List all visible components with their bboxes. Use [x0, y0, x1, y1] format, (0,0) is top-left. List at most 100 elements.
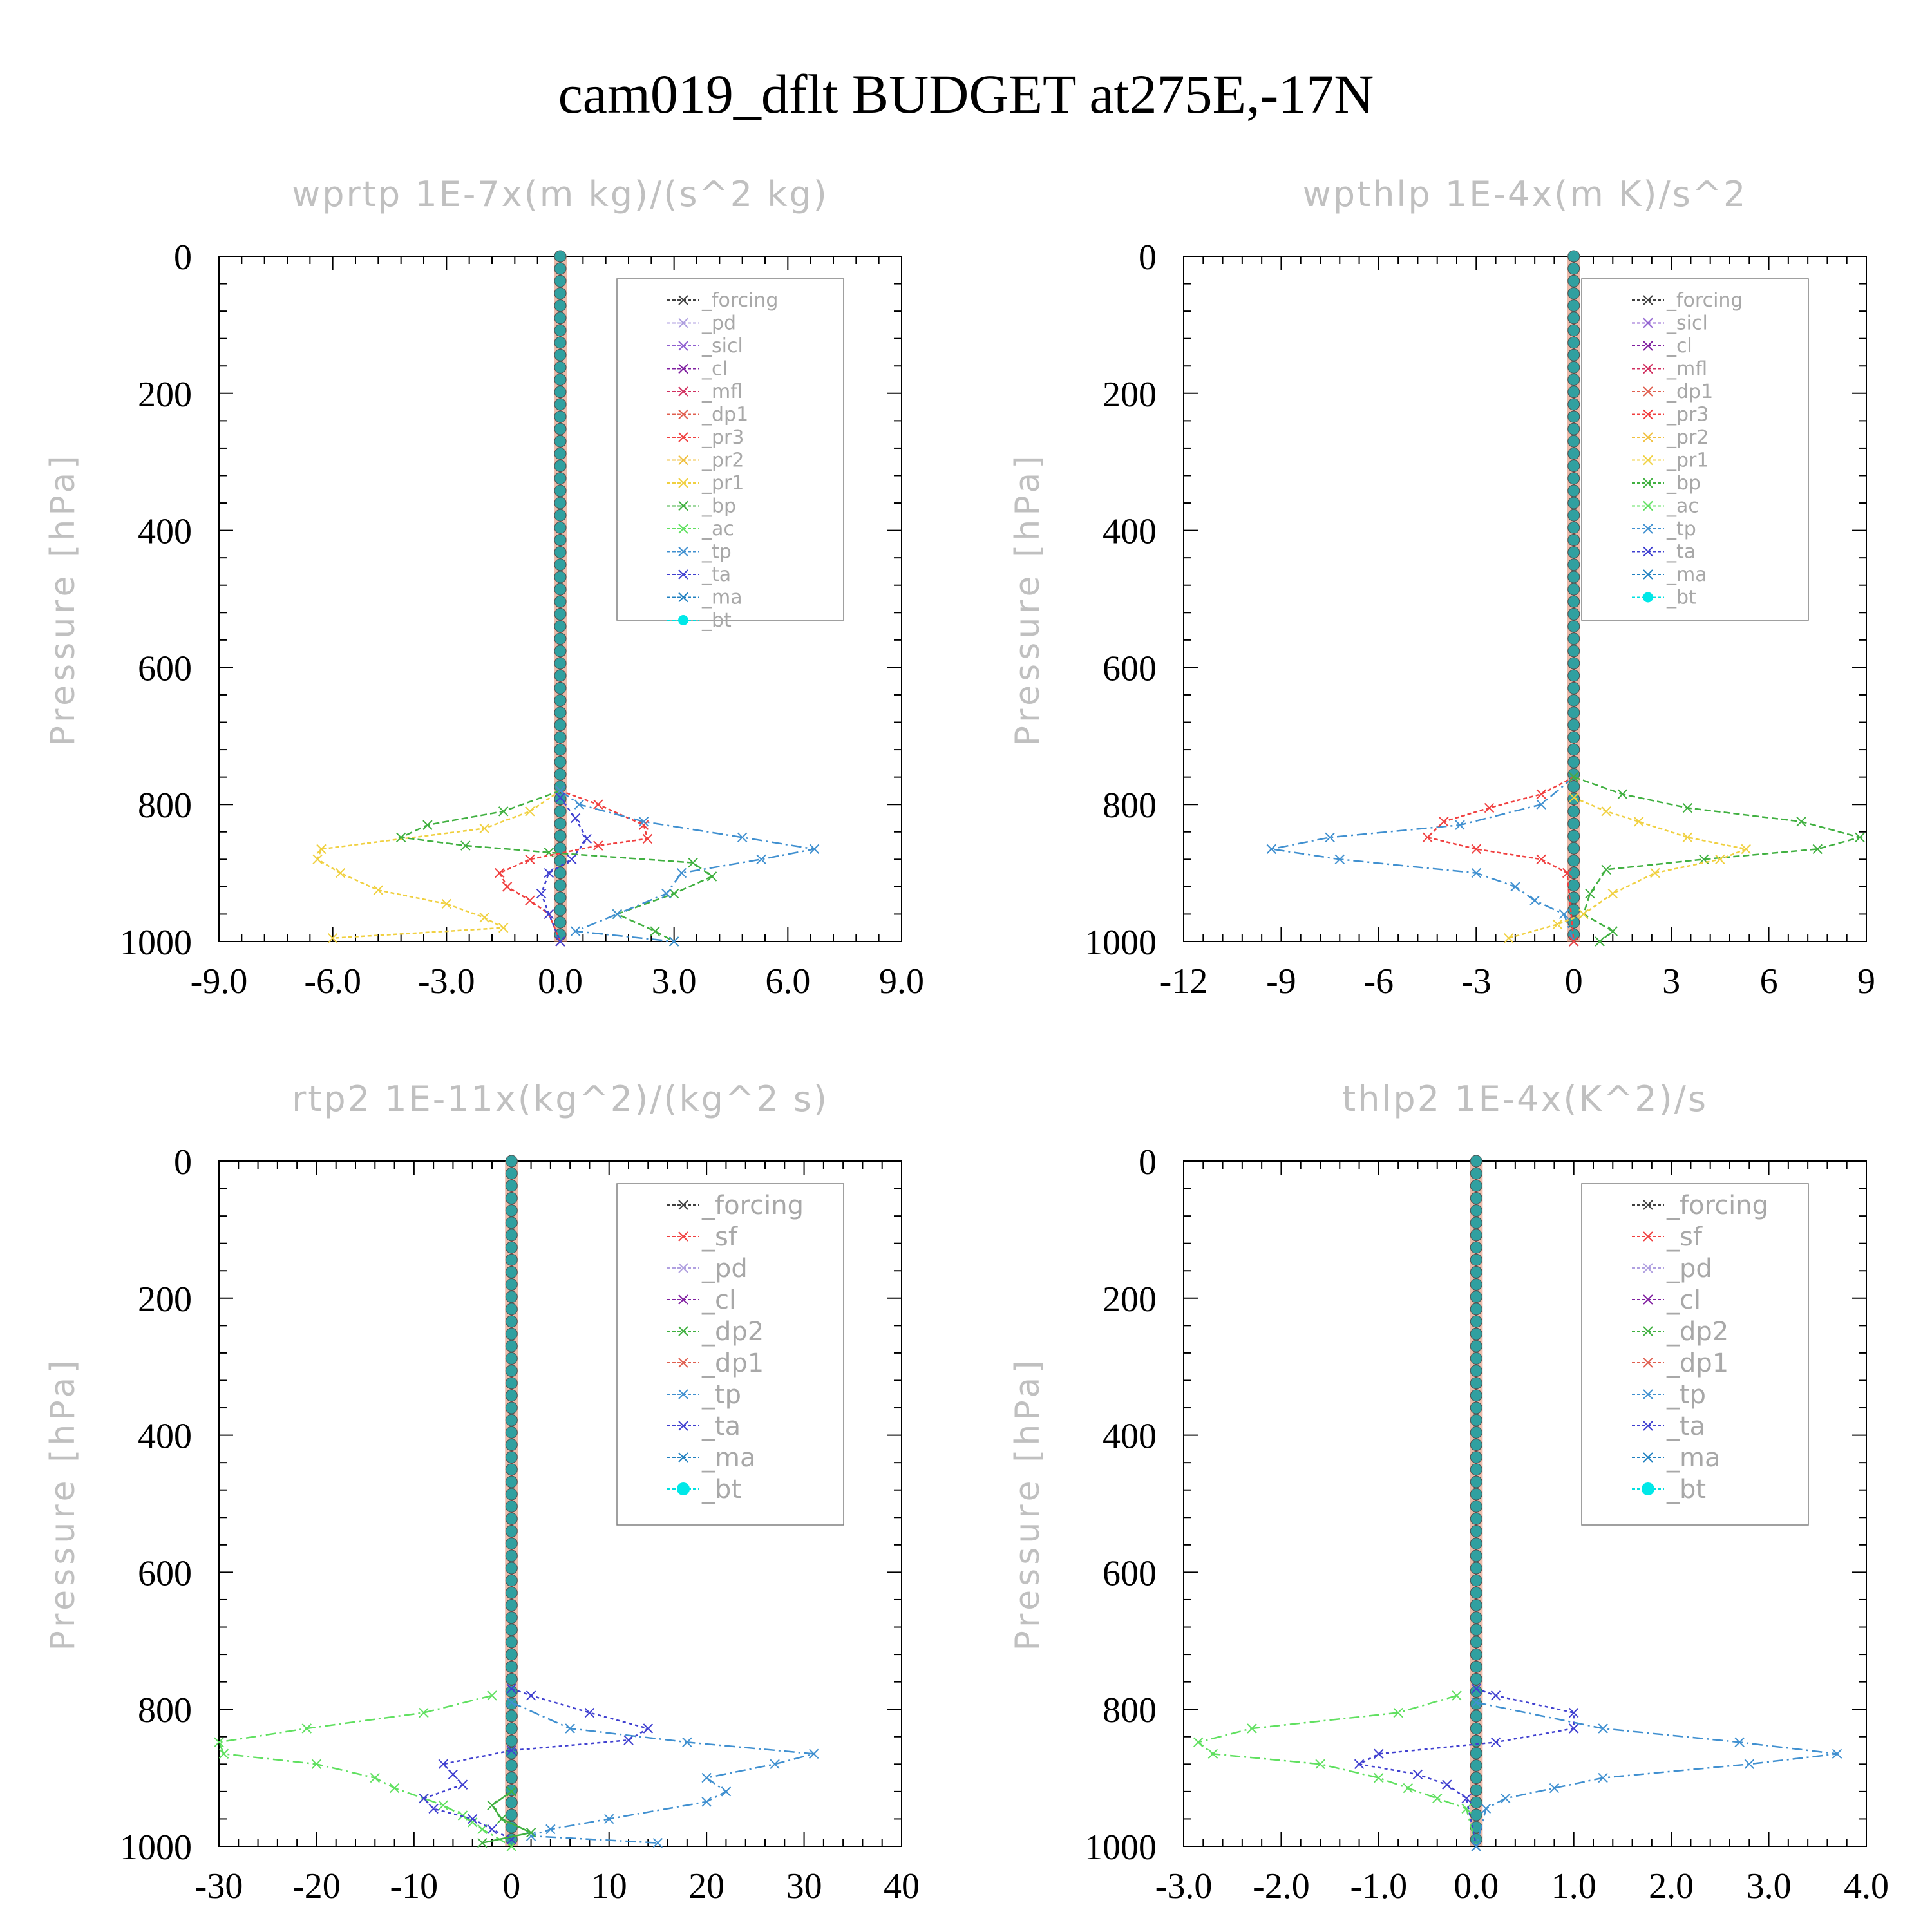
bt-marker — [1567, 435, 1580, 448]
bt-marker — [554, 842, 567, 855]
bt-marker — [1470, 1340, 1482, 1352]
series-point-bp — [668, 888, 679, 899]
series-point-pr3 — [1471, 844, 1481, 855]
bt-marker — [505, 1401, 518, 1414]
legend: _forcing_sicl_cl_mfl_dp1_pr3_pr2_pr1_bp_… — [1581, 278, 1809, 621]
x-tick-label: -30 — [195, 1866, 243, 1906]
bt-marker — [1470, 1636, 1482, 1649]
x-tick-label: -6.0 — [304, 961, 361, 1001]
series-point-dp1 — [370, 1772, 380, 1783]
bt-marker — [505, 1451, 518, 1464]
series-point-tp — [661, 888, 672, 899]
legend-marker — [678, 432, 688, 442]
series-point-pr3 — [593, 840, 603, 851]
bt-marker — [1470, 1808, 1482, 1821]
legend-entry: _ac — [1666, 495, 1699, 518]
series-point-ta — [1374, 1748, 1384, 1759]
series-point-ta — [419, 1793, 429, 1804]
series-point-tp — [570, 926, 581, 936]
bt-marker — [505, 1525, 518, 1538]
legend-entry: _forcing — [1666, 1191, 1768, 1220]
bt-marker — [1470, 1648, 1482, 1661]
legend-entry: _tp — [701, 541, 732, 564]
series-point-tp — [721, 1786, 732, 1797]
series-point-dp1 — [419, 1707, 429, 1718]
series-point-tp — [1530, 895, 1540, 905]
legend-entry: _cl — [1666, 1285, 1701, 1315]
x-tick-label: 6.0 — [765, 961, 810, 1001]
legend-marker — [1643, 341, 1653, 351]
x-tick-label: 9.0 — [879, 961, 924, 1001]
legend-entry: _tp — [1666, 518, 1696, 540]
legend-entry: _cl — [1666, 335, 1692, 357]
series-point-pr1 — [525, 806, 535, 817]
bt-marker — [554, 607, 567, 620]
x-tick-label: -12 — [1160, 961, 1208, 1001]
bt-marker — [1567, 854, 1580, 867]
x-tick-label: 3.0 — [1747, 1866, 1792, 1906]
series-point-bp — [1855, 832, 1865, 842]
x-tick-label: 0 — [1565, 961, 1583, 1001]
bt-marker — [1567, 484, 1580, 497]
series-point-ta — [1461, 1793, 1472, 1804]
series-line-dp1 — [218, 1694, 512, 1848]
legend-marker — [1643, 1452, 1653, 1463]
series-point-pr3 — [502, 882, 513, 892]
y-tick-label: 0 — [1139, 1142, 1157, 1182]
series-line-ta — [422, 1688, 650, 1841]
series-point-bp — [1601, 864, 1611, 875]
bt-marker — [1470, 1624, 1482, 1636]
bt-marker — [1567, 916, 1580, 929]
series-point-pr1 — [441, 898, 452, 909]
bt-marker — [505, 1808, 518, 1821]
series-point-pr1 — [327, 933, 338, 943]
bt-marker — [1470, 1549, 1482, 1562]
bt-marker — [554, 336, 567, 349]
legend-entry: _tp — [1666, 1380, 1706, 1410]
bt-marker — [1567, 361, 1580, 374]
x-tick-label: -10 — [390, 1866, 439, 1906]
series-point-tp — [701, 1772, 712, 1783]
bt-marker — [1470, 1685, 1482, 1698]
series-point-bp — [650, 926, 660, 936]
bt-marker — [505, 1660, 518, 1673]
bt-marker — [505, 1438, 518, 1451]
series-point-bp — [1585, 888, 1595, 899]
series-point-dp1 — [487, 1690, 497, 1701]
bt-marker — [505, 1155, 518, 1168]
series-point-tp — [1744, 1759, 1754, 1770]
bt-marker — [505, 1722, 518, 1735]
series-point-bp — [1682, 802, 1693, 813]
series-point-tp — [770, 1759, 780, 1770]
bt-marker — [554, 386, 567, 399]
legend-box — [616, 1183, 844, 1526]
bt-marker — [1567, 521, 1580, 534]
bt-marker — [505, 1537, 518, 1550]
series-point-pr1 — [1715, 854, 1725, 865]
series-point-tp — [737, 832, 748, 842]
bt-marker — [554, 472, 567, 485]
series-point-ta — [457, 1779, 468, 1790]
bt-marker — [505, 1710, 518, 1723]
series-point-tp — [1471, 867, 1481, 878]
bt-marker — [1567, 336, 1580, 349]
y-tick-label: 600 — [1103, 649, 1157, 688]
bt-marker — [505, 1488, 518, 1501]
x-tick-label: -2.0 — [1253, 1866, 1310, 1906]
y-tick-label: 600 — [138, 649, 192, 688]
bt-marker — [1470, 1574, 1482, 1587]
legend: _forcing_pd_sicl_cl_mfl_dp1_pr3_pr2_pr1_… — [616, 278, 844, 632]
legend-marker — [678, 455, 688, 466]
y-tick-label: 400 — [138, 1417, 192, 1457]
series-point-tp — [545, 1824, 556, 1835]
bt-marker — [1567, 731, 1580, 744]
series-point-bp — [460, 840, 471, 851]
bt-marker — [554, 743, 567, 756]
bt-marker — [1470, 1241, 1482, 1254]
x-tick-label: -6 — [1364, 961, 1394, 1001]
bt-marker — [1470, 1401, 1482, 1414]
bt-marker — [1470, 1414, 1482, 1426]
series-point-pr3 — [593, 799, 603, 810]
panel-rtp2: rtp2 1E-11x(kg^2)/(kg^2 s) Pressure [hPa]… — [44, 1079, 920, 1906]
bt-marker — [1567, 583, 1580, 596]
